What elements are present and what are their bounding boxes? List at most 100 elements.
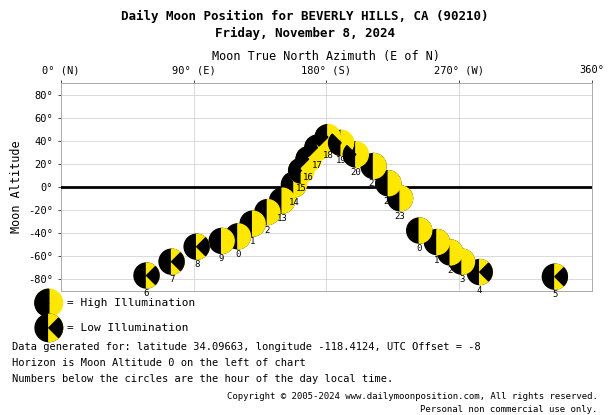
Wedge shape [450, 240, 462, 265]
Wedge shape [296, 146, 309, 171]
Text: 8: 8 [194, 260, 199, 269]
Circle shape [270, 188, 295, 213]
Text: = High Illumination: = High Illumination [66, 298, 195, 308]
Circle shape [134, 263, 159, 288]
Wedge shape [35, 289, 49, 317]
Wedge shape [301, 158, 314, 183]
Circle shape [438, 240, 462, 265]
Circle shape [387, 186, 412, 211]
Wedge shape [305, 135, 317, 160]
Text: = Low Illumination: = Low Illumination [66, 323, 188, 333]
Text: 13: 13 [277, 214, 287, 223]
Wedge shape [341, 130, 354, 156]
Text: Numbers below the circles are the hour of the day local time.: Numbers below the circles are the hour o… [12, 374, 393, 384]
Text: 23: 23 [395, 212, 406, 221]
Circle shape [226, 224, 250, 249]
Wedge shape [282, 188, 295, 213]
Text: Daily Moon Position for BEVERLY HILLS, CA (90210): Daily Moon Position for BEVERLY HILLS, C… [121, 10, 489, 24]
Wedge shape [35, 293, 49, 312]
Circle shape [361, 154, 386, 178]
Wedge shape [373, 154, 386, 178]
Text: 4: 4 [477, 286, 483, 295]
Text: 16: 16 [303, 173, 314, 182]
Wedge shape [267, 200, 280, 225]
Circle shape [184, 234, 209, 259]
Wedge shape [196, 234, 209, 259]
Wedge shape [437, 229, 450, 254]
Text: 1: 1 [434, 256, 440, 265]
Wedge shape [146, 267, 159, 284]
Text: 3: 3 [459, 275, 465, 284]
Wedge shape [400, 186, 412, 211]
Wedge shape [555, 264, 567, 289]
Circle shape [425, 229, 450, 254]
Wedge shape [419, 218, 432, 243]
Circle shape [315, 124, 340, 150]
Wedge shape [479, 259, 492, 285]
Text: 0: 0 [417, 244, 422, 253]
Wedge shape [221, 228, 234, 254]
Text: Horizon is Moon Altitude 0 on the left of chart: Horizon is Moon Altitude 0 on the left o… [12, 358, 306, 368]
Wedge shape [328, 124, 340, 150]
Circle shape [289, 158, 314, 183]
Circle shape [255, 200, 280, 225]
Wedge shape [462, 249, 475, 274]
Wedge shape [356, 142, 368, 167]
X-axis label: Moon True North Azimuth (E of N): Moon True North Azimuth (E of N) [212, 50, 440, 63]
Text: Personal non commercial use only.: Personal non commercial use only. [420, 405, 598, 414]
Wedge shape [171, 253, 184, 271]
Wedge shape [296, 150, 309, 168]
Wedge shape [171, 249, 184, 274]
Circle shape [35, 289, 63, 317]
Wedge shape [309, 146, 321, 171]
Circle shape [281, 172, 306, 197]
Wedge shape [315, 128, 328, 146]
Wedge shape [329, 134, 341, 152]
Y-axis label: Moon Altitude: Moon Altitude [10, 140, 23, 233]
Text: Copyright © 2005-2024 www.dailymoonposition.com, All rights reserved.: Copyright © 2005-2024 www.dailymoonposit… [227, 392, 598, 401]
Text: 17: 17 [312, 161, 323, 170]
Circle shape [450, 249, 475, 274]
Text: 20: 20 [351, 168, 361, 177]
Text: 7: 7 [169, 275, 174, 284]
Wedge shape [343, 146, 356, 164]
Wedge shape [253, 211, 265, 236]
Circle shape [296, 146, 321, 171]
Text: Data generated for: latitude 34.09663, longitude -118.4124, UTC Offset = -8: Data generated for: latitude 34.09663, l… [12, 342, 481, 352]
Circle shape [329, 130, 354, 156]
Wedge shape [479, 263, 492, 281]
Wedge shape [146, 263, 159, 288]
Circle shape [343, 142, 368, 167]
Text: 2: 2 [448, 266, 453, 275]
Circle shape [159, 249, 184, 274]
Text: 22: 22 [383, 197, 393, 206]
Text: 6: 6 [144, 289, 149, 298]
Wedge shape [49, 314, 63, 342]
Wedge shape [555, 268, 567, 286]
Text: 15: 15 [296, 184, 307, 193]
Text: 14: 14 [289, 198, 300, 207]
Wedge shape [343, 142, 356, 167]
Wedge shape [388, 171, 401, 196]
Circle shape [467, 259, 492, 285]
Circle shape [376, 171, 401, 196]
Wedge shape [289, 162, 301, 179]
Wedge shape [49, 318, 63, 337]
Circle shape [240, 211, 265, 236]
Wedge shape [289, 158, 301, 183]
Text: 18: 18 [323, 151, 333, 160]
Wedge shape [329, 130, 341, 156]
Text: 5: 5 [552, 290, 558, 299]
Text: Friday, November 8, 2024: Friday, November 8, 2024 [215, 27, 395, 40]
Text: 1: 1 [250, 237, 256, 246]
Text: 0: 0 [235, 250, 240, 259]
Text: 19: 19 [336, 156, 346, 166]
Circle shape [35, 314, 63, 342]
Text: 21: 21 [368, 180, 379, 188]
Wedge shape [317, 135, 330, 160]
Wedge shape [305, 139, 317, 156]
Circle shape [407, 218, 432, 243]
Text: 2: 2 [265, 226, 270, 234]
Wedge shape [196, 238, 209, 256]
Circle shape [209, 228, 234, 254]
